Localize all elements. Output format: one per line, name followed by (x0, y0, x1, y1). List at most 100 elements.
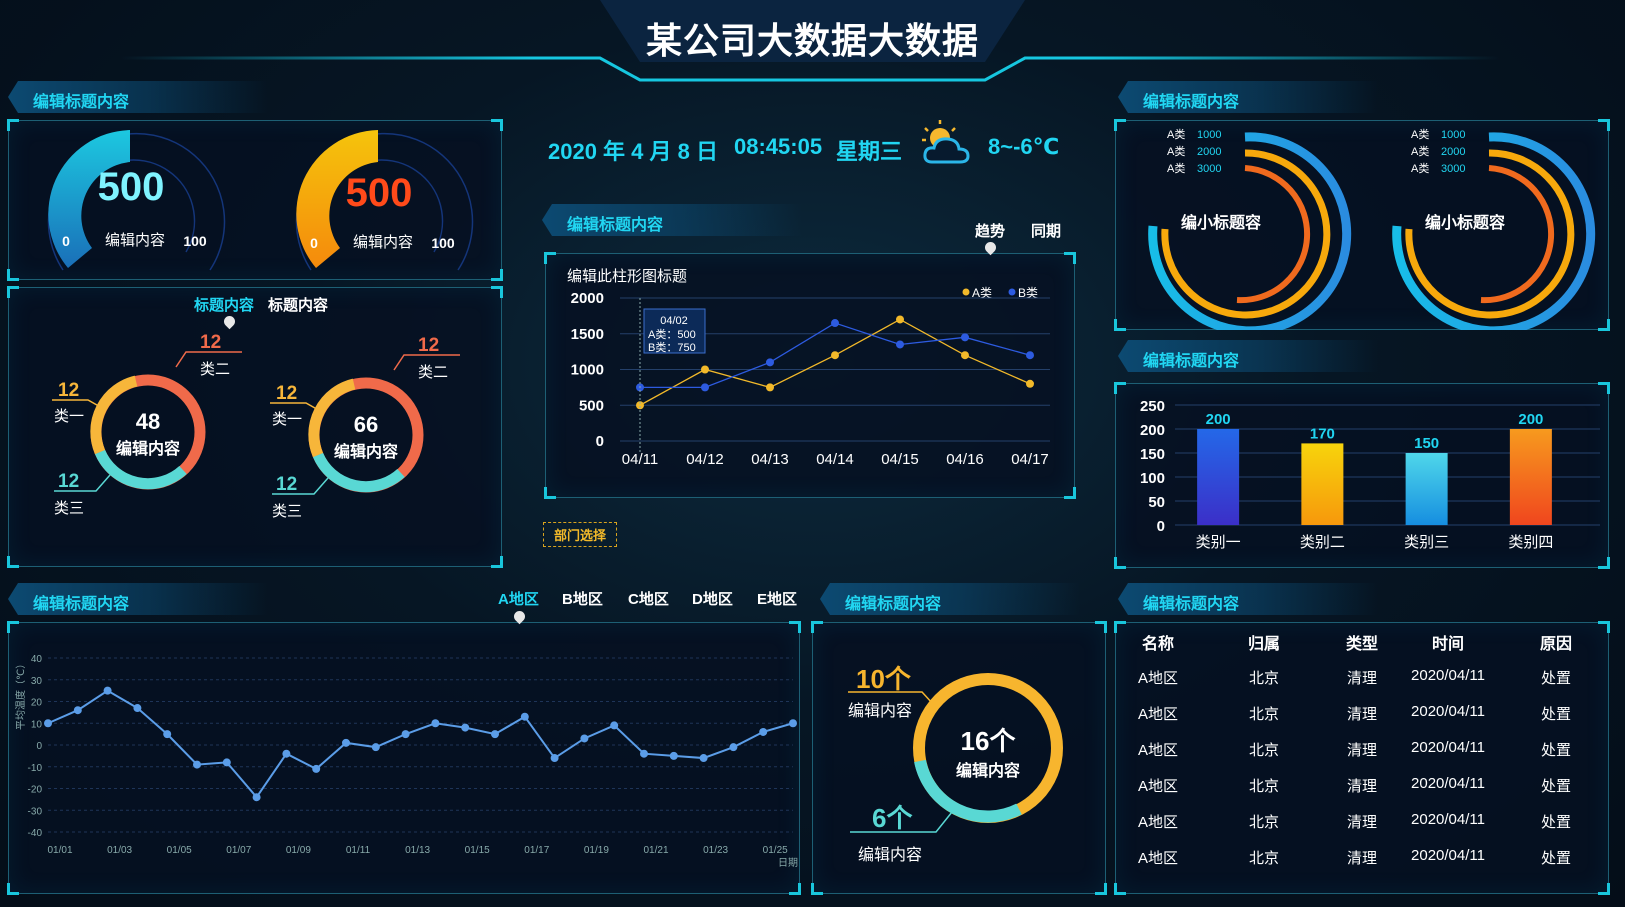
table-header-cell: 归属 (1247, 636, 1280, 653)
donut-top-value: 10个 (856, 664, 912, 694)
gauge-1: 500 编辑内容 0 100 (47, 130, 226, 271)
temp-x-tick: 01/13 (405, 845, 430, 856)
bar (1509, 429, 1552, 525)
temp-y-tick: 40 (31, 654, 43, 665)
ring-1: 12 类一 12 类二 12 类三 48 编辑内容 (52, 332, 242, 517)
table-cell: A地区 (1137, 778, 1178, 795)
region-tab-e[interactable]: E地区 (757, 591, 798, 608)
legend-a: A类 (972, 286, 992, 300)
temp-x-tick: 01/09 (286, 845, 311, 856)
temp-point (282, 749, 291, 758)
pr2-ring-outer (1392, 132, 1596, 330)
series-point (961, 351, 969, 360)
temp-point (163, 730, 172, 739)
series-point (766, 358, 774, 367)
pr1-item-1-value: 1000 (1197, 129, 1221, 141)
ring-tab-2[interactable]: 标题内容 (268, 297, 329, 314)
gauge-2: 500 编辑内容 0 100 (295, 130, 474, 271)
temp-x-tick: 01/25 (763, 845, 788, 856)
tooltip-a: A类：500 (648, 327, 696, 341)
temp-series-line (47, 689, 794, 799)
temp-xlabel: 日期 (778, 857, 798, 869)
table-cell: 2020/04/11 (1411, 847, 1485, 864)
pr2-item-3-name: A类 (1411, 161, 1429, 175)
line-x-tick: 04/17 (1011, 451, 1049, 468)
ring-1-b-value: 12 (200, 332, 221, 353)
series-point (636, 401, 644, 410)
series-point (701, 383, 709, 392)
temp-point (699, 754, 708, 763)
ring-1-a-value: 12 (58, 380, 79, 401)
temp-point (252, 793, 261, 802)
series-point (831, 351, 839, 360)
section-header-center-chart: 编辑标题内容 (542, 204, 802, 236)
line-chart-title: 编辑此柱形图标题 (567, 268, 687, 285)
bar-category-label: 类别一 (1196, 534, 1241, 551)
temp-x-tick: 01/15 (465, 845, 490, 856)
temp-x-tick: 01/03 (107, 845, 132, 856)
table-row[interactable]: A地区 北京 清理 2020/04/11 处置 (1113, 703, 1609, 723)
temp-x-tick: 01/11 (346, 845, 371, 856)
donut-center-label: 编辑内容 (956, 761, 1020, 780)
table-header-cell: 类型 (1345, 636, 1378, 653)
temp-point (520, 712, 529, 721)
count-donut: 10个 编辑内容 6个 编辑内容 16个 编辑内容 (848, 664, 1063, 864)
series-point (766, 383, 774, 392)
table-cell: 清理 (1346, 742, 1377, 759)
bar (1301, 443, 1344, 525)
temp-y-tick: 10 (31, 719, 43, 730)
table-cell: 北京 (1248, 778, 1279, 795)
temperature-panel (7, 621, 801, 895)
series-point (896, 340, 904, 349)
table-cell: 处置 (1540, 778, 1571, 795)
table-cell: A地区 (1137, 814, 1178, 831)
pr2-ring-inner (1480, 165, 1555, 304)
pr1-ring-inner (1236, 165, 1311, 304)
temp-point (759, 727, 768, 736)
ring-2-c-name: 类三 (272, 503, 302, 520)
line-y-tick: 1000 (571, 362, 604, 379)
bar (1197, 429, 1240, 525)
pr1-center-label: 编小标题容 (1181, 213, 1261, 232)
temp-point (550, 754, 559, 763)
region-tab-a[interactable]: A地区 (498, 591, 539, 608)
series-point (701, 365, 709, 374)
gauge-2-min: 0 (310, 235, 318, 251)
pr1-item-2-value: 2000 (1197, 146, 1221, 158)
gauge-2-max: 100 (431, 235, 455, 251)
pr1-item-1-name: A类 (1167, 127, 1185, 141)
region-tab-d[interactable]: D地区 (692, 591, 733, 608)
gauge-1-min: 0 (62, 233, 70, 249)
ring-2-b-value: 12 (418, 335, 439, 356)
table-row[interactable]: A地区 北京 清理 2020/04/11 处置 (1113, 667, 1609, 687)
tab-trend[interactable]: 趋势 (975, 223, 1006, 240)
region-tab-b[interactable]: B地区 (562, 591, 603, 608)
category-bar-chart: 250 200 150 100 50 0 200 170 150 200 类别一 类别二 类别三 类别四 (1140, 398, 1600, 551)
series-point (896, 315, 904, 324)
table-row[interactable]: A地区 北京 清理 2020/04/11 处置 (1113, 739, 1609, 759)
progress-rings: A类 1000 A类 2000 A类 3000 编小标题容 A类 1000 A类… (1148, 127, 1596, 330)
section-header-bottom-right: 编辑标题内容 (1118, 583, 1378, 615)
line-tooltip (643, 308, 706, 354)
gauge-2-value: 500 (346, 171, 413, 215)
legend-b: B类 (1018, 286, 1038, 300)
ring-tab-1[interactable]: 标题内容 (194, 297, 255, 314)
table-row[interactable]: A地区 北京 清理 2020/04/11 处置 (1113, 775, 1609, 795)
pr1-ring-mid (1161, 149, 1331, 319)
region-tab-c[interactable]: C地区 (628, 591, 669, 608)
tooltip-b: B类：750 (648, 340, 696, 354)
table-cell: A地区 (1137, 850, 1178, 867)
temp-y-tick: -10 (28, 763, 43, 774)
temp-point (44, 719, 52, 728)
table-cell: 2020/04/11 (1411, 667, 1485, 684)
gauge-2-label: 编辑内容 (353, 234, 413, 251)
table-panel (1114, 621, 1610, 895)
tab-same-period[interactable]: 同期 (1031, 223, 1062, 240)
department-select-button[interactable]: 部门选择 (543, 522, 618, 547)
temp-y-tick: 20 (31, 698, 43, 709)
table-row[interactable]: A地区 北京 清理 2020/04/11 处置 (1113, 847, 1609, 867)
table-cell: 清理 (1346, 706, 1377, 723)
table-row[interactable]: A地区 北京 清理 2020/04/11 处置 (1113, 811, 1609, 831)
temp-point (669, 751, 678, 760)
table-header-cell: 原因 (1539, 636, 1572, 653)
